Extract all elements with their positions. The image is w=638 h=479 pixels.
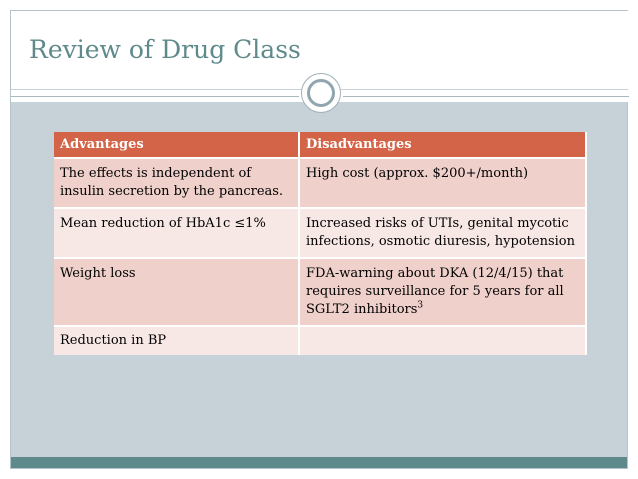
header-disadvantages: Disadvantages: [299, 132, 587, 158]
disadvantage-cell: [299, 325, 587, 355]
advantage-cell: Weight loss: [54, 257, 300, 326]
drug-class-table: Advantages Disadvantages The effects is …: [54, 132, 587, 355]
divider-line-left: [11, 96, 299, 97]
bottom-bar: [11, 457, 627, 468]
ring-ornament-icon: [301, 73, 341, 113]
advantage-cell: Reduction in BP: [54, 325, 300, 355]
table-row: Mean reduction of HbA1c ≤1% Increased ri…: [54, 207, 587, 258]
divider-line-right: [343, 96, 629, 97]
disadvantage-cell: FDA-warning about DKA (12/4/15) that req…: [299, 257, 587, 326]
footnote-marker: 3: [417, 300, 424, 311]
slide: Review of Drug Class Advantages Disadvan…: [10, 10, 629, 469]
table-header-row: Advantages Disadvantages: [54, 132, 587, 158]
header-advantages: Advantages: [54, 132, 300, 158]
table-row: Weight loss FDA-warning about DKA (12/4/…: [54, 257, 587, 326]
table-row: Reduction in BP: [54, 325, 587, 355]
advantage-cell: Mean reduction of HbA1c ≤1%: [54, 207, 300, 258]
advantage-cell: The effects is independent of insulin se…: [54, 157, 300, 208]
disadvantage-cell: Increased risks of UTIs, genital mycotic…: [299, 207, 587, 258]
table-row: The effects is independent of insulin se…: [54, 157, 587, 208]
slide-title: Review of Drug Class: [29, 35, 301, 64]
ring-ornament-inner: [307, 79, 335, 107]
disadvantage-cell: High cost (approx. $200+/month): [299, 157, 587, 208]
disadvantage-text: FDA-warning about DKA (12/4/15) that req…: [306, 266, 564, 317]
